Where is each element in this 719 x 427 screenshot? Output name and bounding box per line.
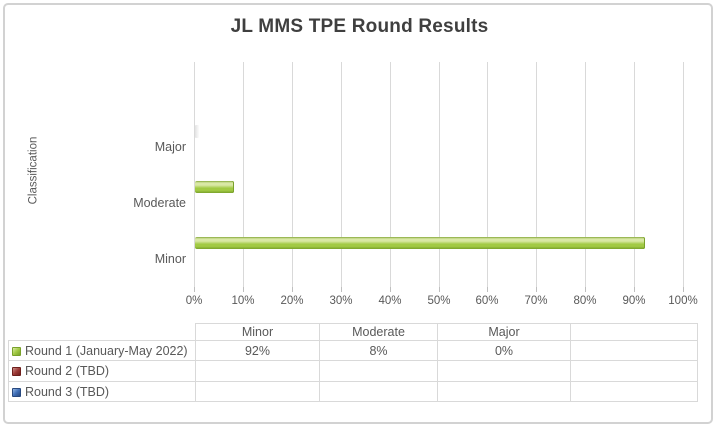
value-axis-tick bbox=[585, 287, 586, 292]
value-axis-label: 40% bbox=[378, 295, 402, 307]
table-value-cell bbox=[570, 381, 698, 402]
value-axis-tick bbox=[487, 287, 488, 292]
value-axis-tick bbox=[341, 287, 342, 292]
value-axis-label: 30% bbox=[329, 295, 353, 307]
table-value-cell bbox=[570, 340, 698, 361]
value-axis-tick bbox=[243, 287, 244, 292]
bar-major-zero-stub bbox=[195, 125, 199, 138]
gridline bbox=[634, 62, 635, 287]
legend-key-icon bbox=[12, 367, 21, 376]
table-value-cell: 0% bbox=[437, 340, 571, 361]
legend-key-icon bbox=[12, 387, 21, 397]
table-header-blank bbox=[570, 323, 698, 341]
series-row-2: Round 2 (TBD) bbox=[8, 360, 196, 382]
gridline bbox=[585, 62, 586, 287]
table-header-moderate: Moderate bbox=[319, 323, 438, 341]
value-axis-tick bbox=[634, 287, 635, 292]
series-row-1: Round 1 (January-May 2022) bbox=[8, 340, 196, 361]
bar-minor bbox=[195, 237, 645, 249]
value-axis-tick bbox=[292, 287, 293, 292]
plot-area bbox=[194, 62, 684, 292]
value-axis-tick bbox=[536, 287, 537, 292]
value-axis-tick bbox=[683, 287, 684, 292]
legend-key-icon bbox=[12, 346, 21, 356]
table-value-cell bbox=[437, 381, 571, 402]
table-value-cell bbox=[195, 381, 320, 402]
category-axis-title: Classification bbox=[27, 136, 40, 205]
table-value-cell bbox=[570, 360, 698, 382]
gridline bbox=[194, 62, 195, 287]
series-name: Round 1 (January-May 2022) bbox=[25, 343, 188, 358]
gridline bbox=[536, 62, 537, 287]
table-corner-cell bbox=[8, 323, 196, 341]
table-value-cell bbox=[319, 360, 438, 382]
category-label-minor: Minor bbox=[154, 252, 186, 266]
table-header-minor: Minor bbox=[195, 323, 320, 341]
value-axis-tick bbox=[194, 287, 195, 292]
table-value-cell bbox=[319, 381, 438, 402]
category-label-moderate: Moderate bbox=[133, 196, 186, 210]
value-axis-label: 10% bbox=[231, 295, 255, 307]
gridline bbox=[292, 62, 293, 287]
table-value-cell bbox=[195, 360, 320, 382]
value-axis-label: 60% bbox=[475, 295, 499, 307]
gridline bbox=[487, 62, 488, 287]
gridline bbox=[390, 62, 391, 287]
value-axis-label: 70% bbox=[524, 295, 548, 307]
category-label-major: Major bbox=[154, 140, 186, 154]
value-axis-tick bbox=[439, 287, 440, 292]
chart-title: JL MMS TPE Round Results bbox=[230, 16, 489, 37]
value-axis-label: 0% bbox=[185, 295, 203, 307]
value-axis-label: 50% bbox=[427, 295, 451, 307]
value-axis-label: 20% bbox=[280, 295, 304, 307]
table-value-cell bbox=[437, 360, 571, 382]
table-value-cell: 8% bbox=[319, 340, 438, 361]
value-axis-label: 80% bbox=[573, 295, 597, 307]
value-axis-label: 90% bbox=[622, 295, 646, 307]
gridline bbox=[683, 62, 684, 287]
data-table-legend: Minor Moderate Major Round 1 (January-May 2… bbox=[8, 323, 698, 402]
table-value-cell: 92% bbox=[195, 340, 320, 361]
series-name: Round 3 (TBD) bbox=[25, 384, 110, 399]
series-row-3: Round 3 (TBD) bbox=[8, 381, 196, 402]
gridline bbox=[439, 62, 440, 287]
value-axis-tick bbox=[390, 287, 391, 292]
value-axis-label: 100% bbox=[668, 295, 698, 307]
table-header-major: Major bbox=[437, 323, 571, 341]
series-name: Round 2 (TBD) bbox=[25, 364, 110, 378]
bar-moderate bbox=[195, 181, 234, 193]
gridline bbox=[243, 62, 244, 287]
gridline bbox=[341, 62, 342, 287]
